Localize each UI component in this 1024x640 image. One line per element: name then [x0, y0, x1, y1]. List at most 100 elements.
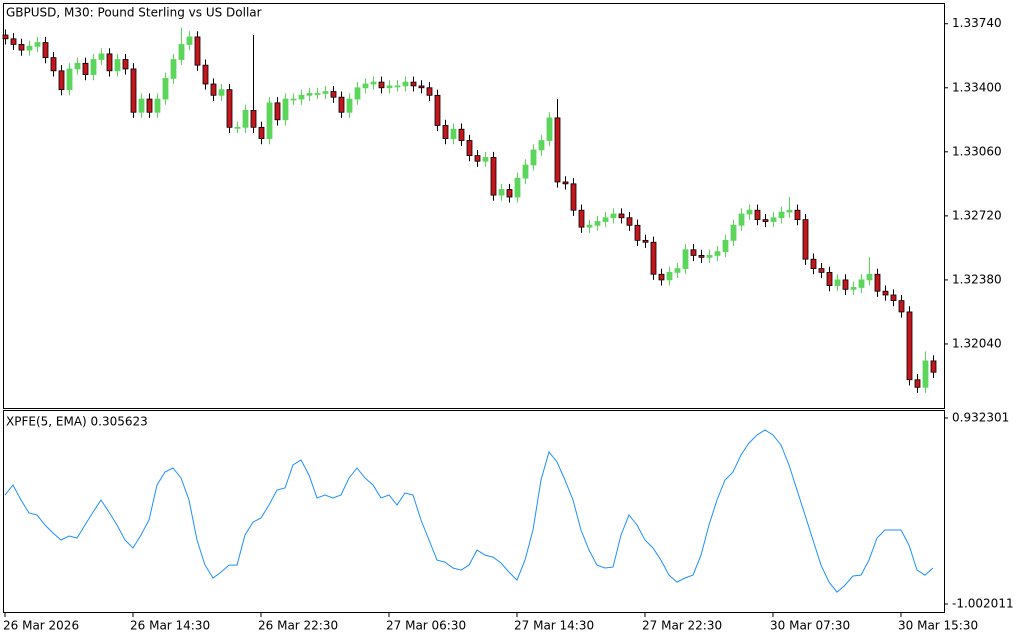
candle-body: [26, 45, 33, 51]
candle-body: [922, 360, 929, 388]
candle-body: [186, 36, 193, 45]
candle-body: [298, 94, 305, 100]
candle-body: [490, 157, 497, 196]
chart-title: GBPUSD, M30: Pound Sterling vs US Dollar: [6, 6, 262, 20]
candle-body: [754, 209, 761, 221]
candle-body: [154, 98, 161, 113]
candle-body: [906, 311, 913, 381]
candle-body: [882, 290, 889, 296]
candle-body: [170, 59, 177, 79]
candle-body: [506, 189, 513, 198]
candle-body: [770, 217, 777, 222]
candle-body: [274, 102, 281, 121]
y-tick-label: 1.32040: [952, 336, 1002, 350]
x-tick-label: 26 Mar 14:30: [130, 619, 210, 633]
candle-body: [674, 268, 681, 273]
candle-body: [562, 181, 569, 185]
candle-body: [698, 255, 705, 258]
candle-body: [746, 209, 753, 215]
candle-body: [282, 98, 289, 121]
candle-body: [330, 91, 337, 98]
candle-body: [602, 217, 609, 222]
candle-body: [874, 273, 881, 292]
candle-body: [178, 44, 185, 60]
candle-body: [338, 96, 345, 113]
candle-body: [642, 239, 649, 243]
candle-body: [594, 221, 601, 226]
candle-body: [762, 219, 769, 222]
indicator-title: XPFE(5, EMA) 0.305623: [6, 415, 148, 429]
candle-body: [898, 300, 905, 313]
candle-body: [538, 140, 545, 151]
candle-body: [50, 57, 57, 72]
candle-body: [386, 85, 393, 89]
candle-body: [818, 268, 825, 273]
candle-body: [730, 224, 737, 241]
candle-body: [210, 83, 217, 96]
candle-body: [834, 279, 841, 286]
candle-body: [546, 117, 553, 141]
x-tick-label: 26 Mar 22:30: [258, 619, 338, 633]
candle-body: [586, 224, 593, 228]
candle-body: [690, 249, 697, 256]
candle-body: [402, 81, 409, 87]
candle-body: [314, 93, 321, 95]
candle-body: [34, 42, 41, 47]
candle-body: [738, 213, 745, 226]
x-tick-label: 27 Mar 14:30: [514, 619, 594, 633]
indicator-panel: [3, 410, 945, 613]
candle-body: [106, 53, 113, 72]
candle-body: [658, 273, 665, 281]
candle-body: [498, 189, 505, 196]
candle-body: [522, 164, 529, 179]
candle-body: [98, 53, 105, 60]
y-tick-label: 1.32380: [952, 272, 1002, 286]
candle-body: [682, 249, 689, 270]
candle-body: [202, 64, 209, 85]
candle-body: [42, 42, 49, 59]
candle-body: [250, 109, 257, 128]
candle-body: [122, 59, 129, 70]
y-tick-label: 1.33060: [952, 144, 1002, 158]
candle-body: [722, 239, 729, 253]
candle-body: [850, 287, 857, 290]
candle-body: [266, 102, 273, 140]
y-tick-label: -1.002011: [952, 597, 1014, 611]
candle-body: [618, 213, 625, 219]
y-tick-label: 0.932301: [952, 410, 1009, 424]
x-tick-label: 27 Mar 06:30: [386, 619, 466, 633]
candle-body: [162, 77, 169, 100]
candle-body: [354, 87, 361, 100]
candle-body: [466, 140, 473, 156]
candle-body: [858, 279, 865, 288]
candle-body: [378, 81, 385, 89]
candle-body: [450, 128, 457, 140]
candle-body: [914, 379, 921, 388]
candle-body: [434, 94, 441, 126]
candle-body: [194, 36, 201, 66]
candle-body: [290, 98, 297, 101]
candle-body: [610, 213, 617, 219]
candle-body: [866, 273, 873, 281]
candle-body: [226, 89, 233, 128]
y-tick-label: 1.33740: [952, 16, 1002, 30]
candle-body: [146, 98, 153, 113]
candle-body: [810, 258, 817, 270]
x-tick-label: 30 Mar 15:30: [898, 619, 978, 633]
candle-body: [706, 255, 713, 258]
candle-body: [458, 128, 465, 141]
candle-body: [218, 89, 225, 96]
candle-body: [554, 117, 561, 183]
candle-body: [114, 59, 121, 72]
candle-body: [442, 125, 449, 140]
candle-body: [394, 85, 401, 88]
candle-body: [234, 126, 241, 129]
candle-body: [18, 44, 25, 51]
candle-body: [258, 126, 265, 140]
candle-body: [242, 109, 249, 128]
candle-body: [794, 209, 801, 221]
y-tick-label: 1.32720: [952, 208, 1002, 222]
candle-body: [802, 219, 809, 260]
candle-body: [2, 34, 9, 40]
